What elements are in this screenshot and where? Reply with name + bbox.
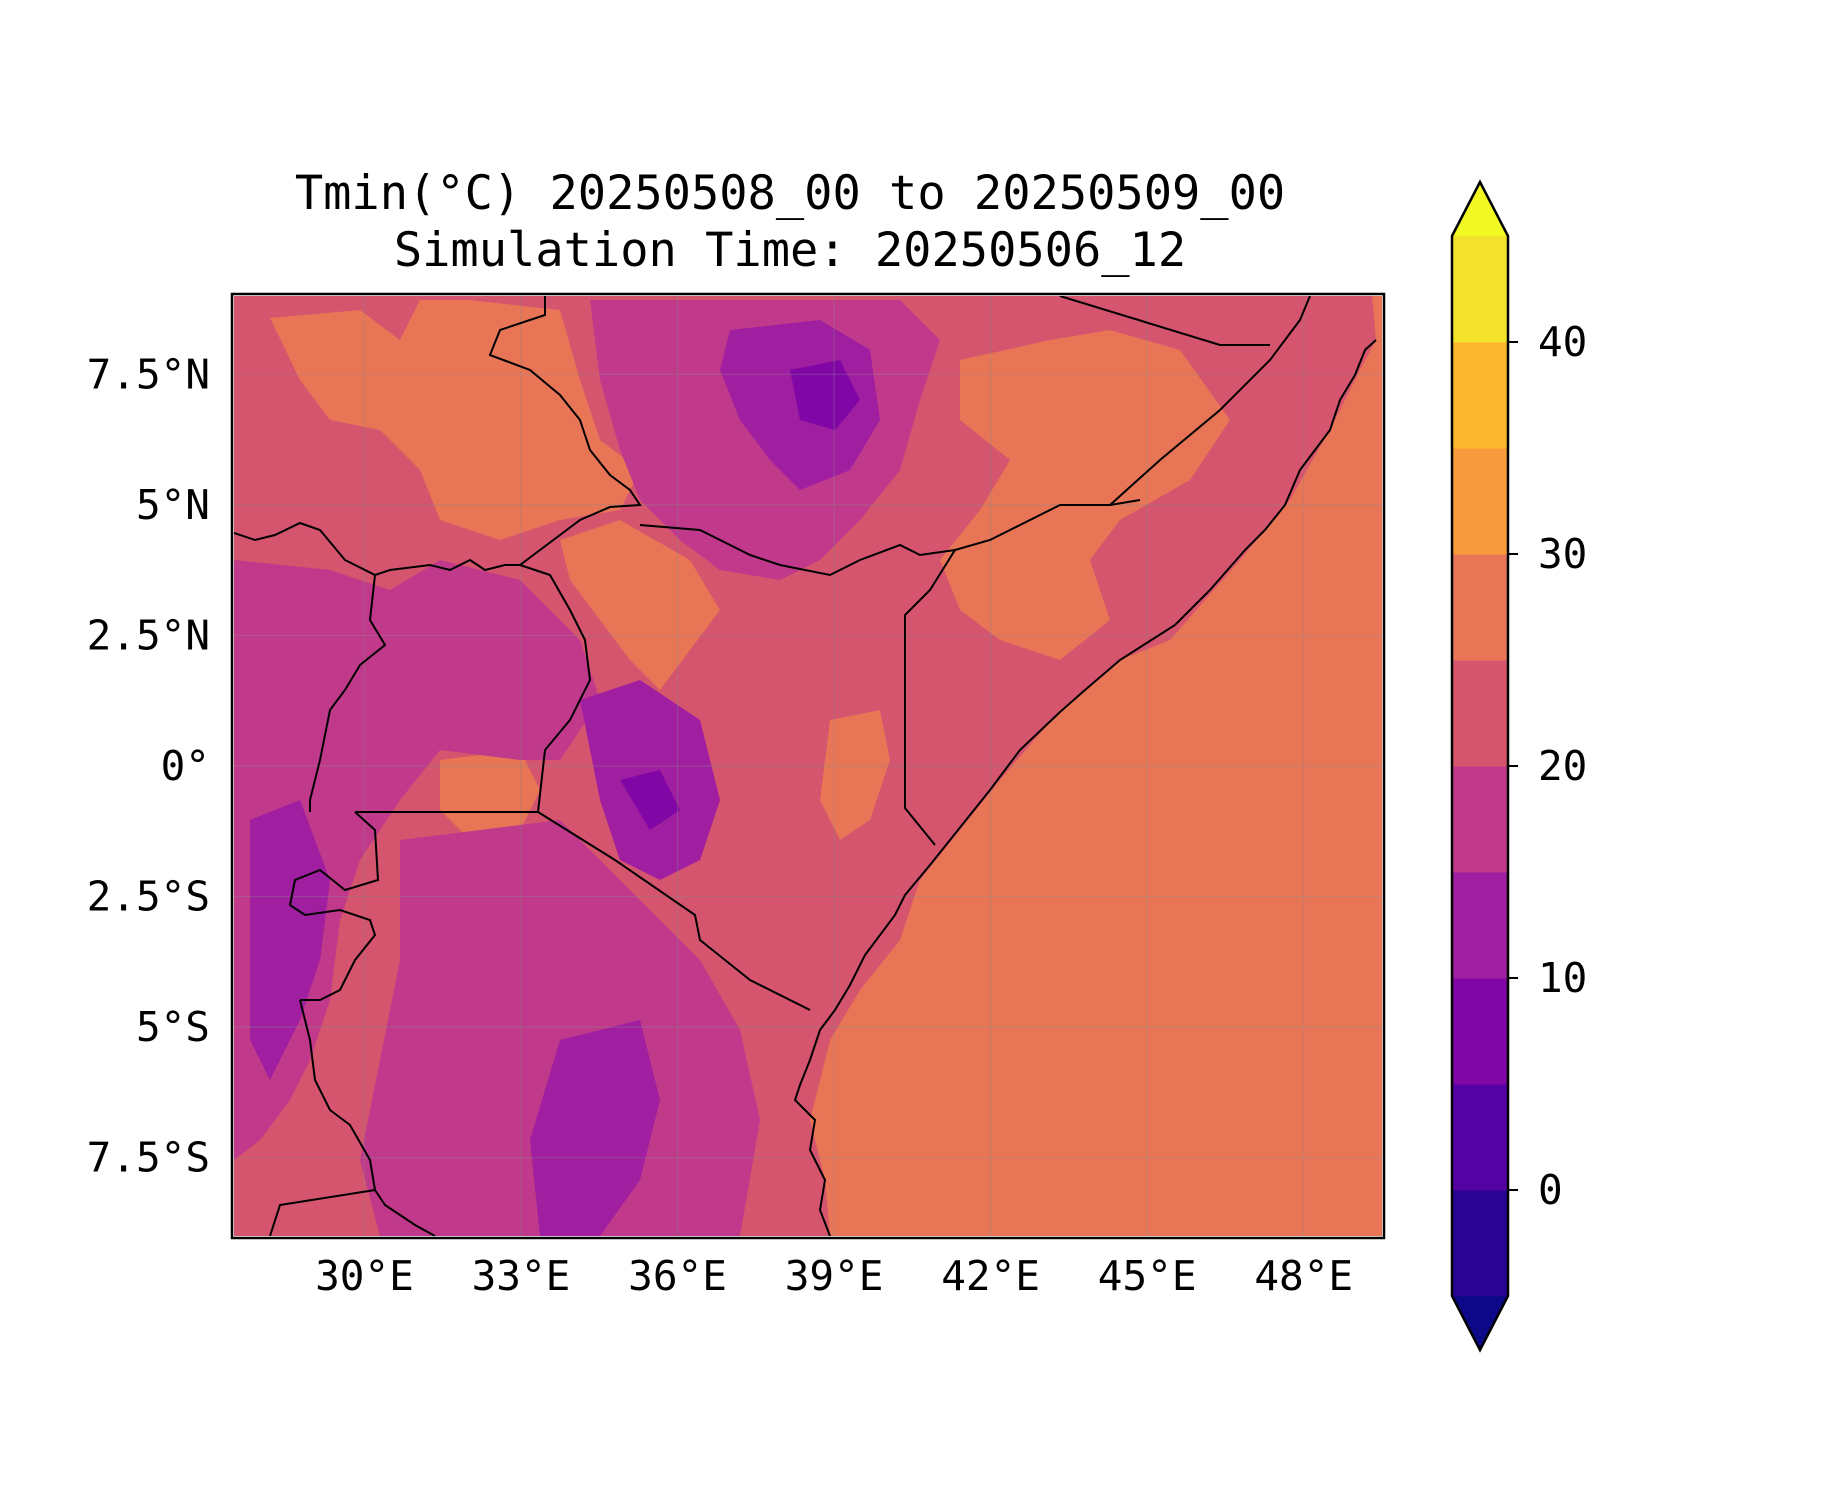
border-rwanda-burundi <box>288 811 380 1001</box>
lon-tick-label: 45°E <box>1098 1252 1197 1300</box>
border-kenya-tanzania <box>537 811 811 1011</box>
colorbar-tick-label: 30 <box>1538 530 1587 578</box>
colorbar-tick-label: 10 <box>1538 954 1587 1002</box>
map-frame <box>230 292 1386 1240</box>
cold-zone-ethiopia <box>790 360 860 430</box>
border-uganda-kenya <box>519 564 592 813</box>
colorbar-tick-label: 40 <box>1538 318 1587 366</box>
lon-tick-label: 36°E <box>628 1252 727 1300</box>
warm-zone-lake-victoria <box>440 750 540 840</box>
cool-zone-tanzania <box>360 820 760 1236</box>
map-area <box>234 296 1382 1236</box>
lon-tick-label: 33°E <box>472 1252 571 1300</box>
lon-tick-label: 42°E <box>941 1252 1040 1300</box>
warm-zone-east <box>940 330 1230 660</box>
lat-tick-label: 2.5°S <box>87 873 210 921</box>
chart-title-line-2: Simulation Time: 20250506_12 <box>394 223 1186 278</box>
border-uganda-drc <box>234 521 520 812</box>
cold-zone-kenya-highlands <box>620 770 680 830</box>
cool-zone-rift-west <box>250 800 330 1080</box>
colorbar-tick-label: 0 <box>1538 1166 1563 1214</box>
lat-tick-label: 7.5°N <box>87 350 210 398</box>
border-south-sudan-ethiopia <box>488 296 642 566</box>
colorbar-extend-under <box>1452 1296 1508 1350</box>
colorbar-segment <box>1452 872 1508 979</box>
border-ethiopia-kenya <box>639 499 1141 577</box>
border-ethiopia-somalia <box>1109 296 1311 506</box>
lat-tick-label: 7.5°S <box>87 1134 210 1182</box>
border-zambia <box>269 1189 376 1236</box>
warm-zone-kenya <box>820 710 890 840</box>
colorbar-segment <box>1452 660 1508 767</box>
lat-tick-label: 5°N <box>136 481 210 529</box>
colorbar-extend-over <box>1452 182 1508 236</box>
lon-tick-label: 39°E <box>785 1252 884 1300</box>
border-kenya-somalia <box>904 549 956 846</box>
lon-tick-label: 30°E <box>315 1252 414 1300</box>
colorbar-segment <box>1452 236 1508 343</box>
border-djibouti <box>1059 296 1270 346</box>
lat-tick-label: 0° <box>161 742 210 790</box>
colorbar-segment <box>1452 1190 1508 1297</box>
gridlines <box>234 296 1382 1236</box>
warm-zone-rift <box>560 520 720 690</box>
lat-tick-label: 5°S <box>136 1003 210 1051</box>
lat-tick-label: 2.5°N <box>87 611 210 659</box>
coastline <box>793 339 1377 1236</box>
warm-zone-northwest <box>270 300 640 540</box>
colorbar-segment <box>1452 1084 1508 1191</box>
colorbar-segment <box>1452 766 1508 873</box>
lon-tick-label: 48°E <box>1254 1252 1353 1300</box>
colorbar-segment <box>1452 342 1508 449</box>
colorbar-outline <box>1450 179 1510 1353</box>
latitude-axis: 7.5°N 5°N 2.5°N 0° 2.5°S 5°S 7.5°S <box>87 350 210 1181</box>
country-borders <box>234 296 1377 1236</box>
chart-title-line-1: Tmin(°C) 20250508_00 to 20250509_00 <box>295 166 1285 221</box>
cool-zone-west-uganda <box>234 560 600 1160</box>
colorbar-tick-label: 20 <box>1538 742 1587 790</box>
colorbar: 0 10 20 30 40 <box>1450 179 1587 1353</box>
cool-zone-tanzania-south <box>530 1020 660 1236</box>
colorbar-segment <box>1452 448 1508 555</box>
colorbar-segment <box>1452 554 1508 661</box>
longitude-axis: 30°E 33°E 36°E 39°E 42°E 45°E 48°E <box>315 1252 1353 1300</box>
colorbar-segment <box>1452 978 1508 1085</box>
border-drc-tanzania <box>299 999 436 1236</box>
